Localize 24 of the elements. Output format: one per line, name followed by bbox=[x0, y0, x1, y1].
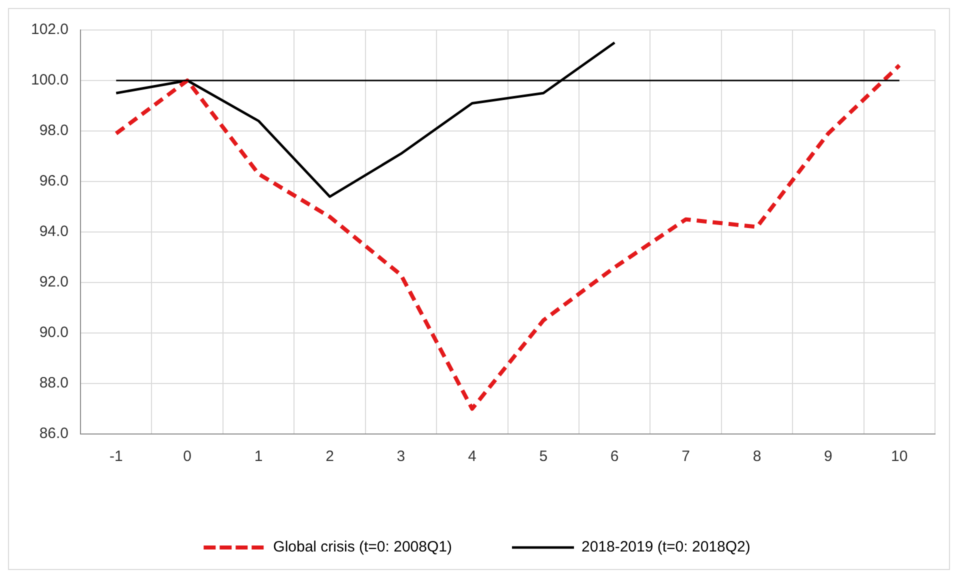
y-tick-label: 94.0 bbox=[39, 223, 69, 240]
y-tick-label: 86.0 bbox=[39, 425, 69, 442]
x-tick-label: 4 bbox=[468, 448, 476, 466]
x-tick-label: 5 bbox=[539, 448, 548, 466]
y-tick-label: 90.0 bbox=[39, 324, 69, 342]
legend-label: 2018-2019 (t=0: 2018Q2) bbox=[581, 538, 750, 556]
y-tick-label: 92.0 bbox=[39, 274, 69, 291]
x-tick-label: 8 bbox=[752, 448, 762, 466]
y-tick-label: 102.0 bbox=[30, 21, 69, 38]
y-tick-label: 96.0 bbox=[39, 172, 69, 190]
x-tick-label: 9 bbox=[824, 448, 832, 466]
y-tick-label: 88.0 bbox=[39, 374, 69, 392]
legend-label: Global crisis (t=0: 2008Q1) bbox=[273, 538, 452, 556]
x-tick-label: 6 bbox=[610, 448, 619, 466]
x-tick-label: 10 bbox=[891, 448, 908, 466]
x-tick-label: 3 bbox=[396, 448, 406, 466]
x-tick-label: -1 bbox=[109, 448, 123, 466]
y-tick-label: 100.0 bbox=[30, 72, 69, 89]
line-series bbox=[114, 63, 902, 411]
x-tick-label: 7 bbox=[682, 448, 690, 466]
y-tick-label: 98.0 bbox=[39, 122, 69, 140]
x-tick-label: 2 bbox=[326, 448, 334, 466]
x-tick-label: 1 bbox=[254, 448, 263, 466]
x-tick-label: 0 bbox=[183, 448, 192, 466]
